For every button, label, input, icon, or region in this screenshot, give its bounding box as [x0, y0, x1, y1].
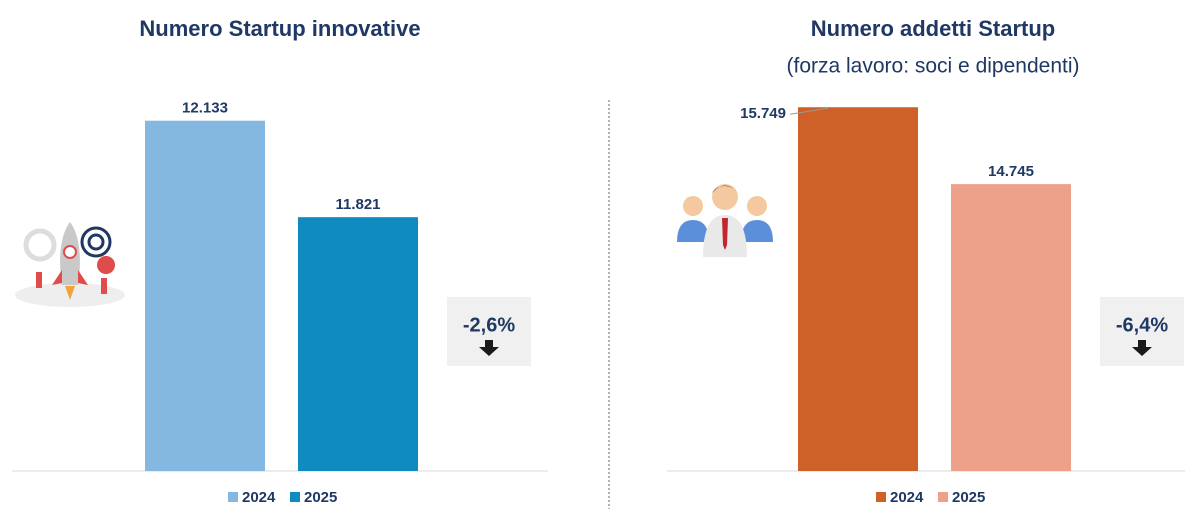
- chart-title: Numero Startup innovative: [139, 16, 420, 41]
- people-icon: [677, 184, 773, 257]
- legend-label: 2024: [242, 489, 276, 506]
- rocket-icon: [15, 222, 125, 307]
- annotation: -6,4%: [1116, 314, 1168, 336]
- chart-title: Numero addetti Startup: [811, 16, 1055, 41]
- legend-swatch: [876, 492, 886, 502]
- bar: [145, 121, 265, 471]
- value-label: 12.133: [182, 100, 228, 117]
- bar: [951, 184, 1071, 471]
- annotation: -2,6%: [463, 314, 515, 336]
- legend-swatch: [290, 492, 300, 502]
- legend-swatch: [228, 492, 238, 502]
- legend-swatch: [938, 492, 948, 502]
- legend-label: 2025: [952, 489, 985, 506]
- value-label: 14.745: [988, 163, 1034, 180]
- legend-label: 2025: [304, 489, 337, 506]
- legend-label: 2024: [890, 489, 924, 506]
- page: Numero Startup innovative 12.133 2024 11.82…: [0, 0, 1189, 509]
- bar: [298, 217, 418, 471]
- bar: [798, 107, 918, 471]
- chart-subtitle: (forza lavoro: soci e dipendenti): [787, 55, 1080, 78]
- value-label: 15.749: [740, 105, 786, 122]
- value-label: 11.821: [335, 196, 380, 213]
